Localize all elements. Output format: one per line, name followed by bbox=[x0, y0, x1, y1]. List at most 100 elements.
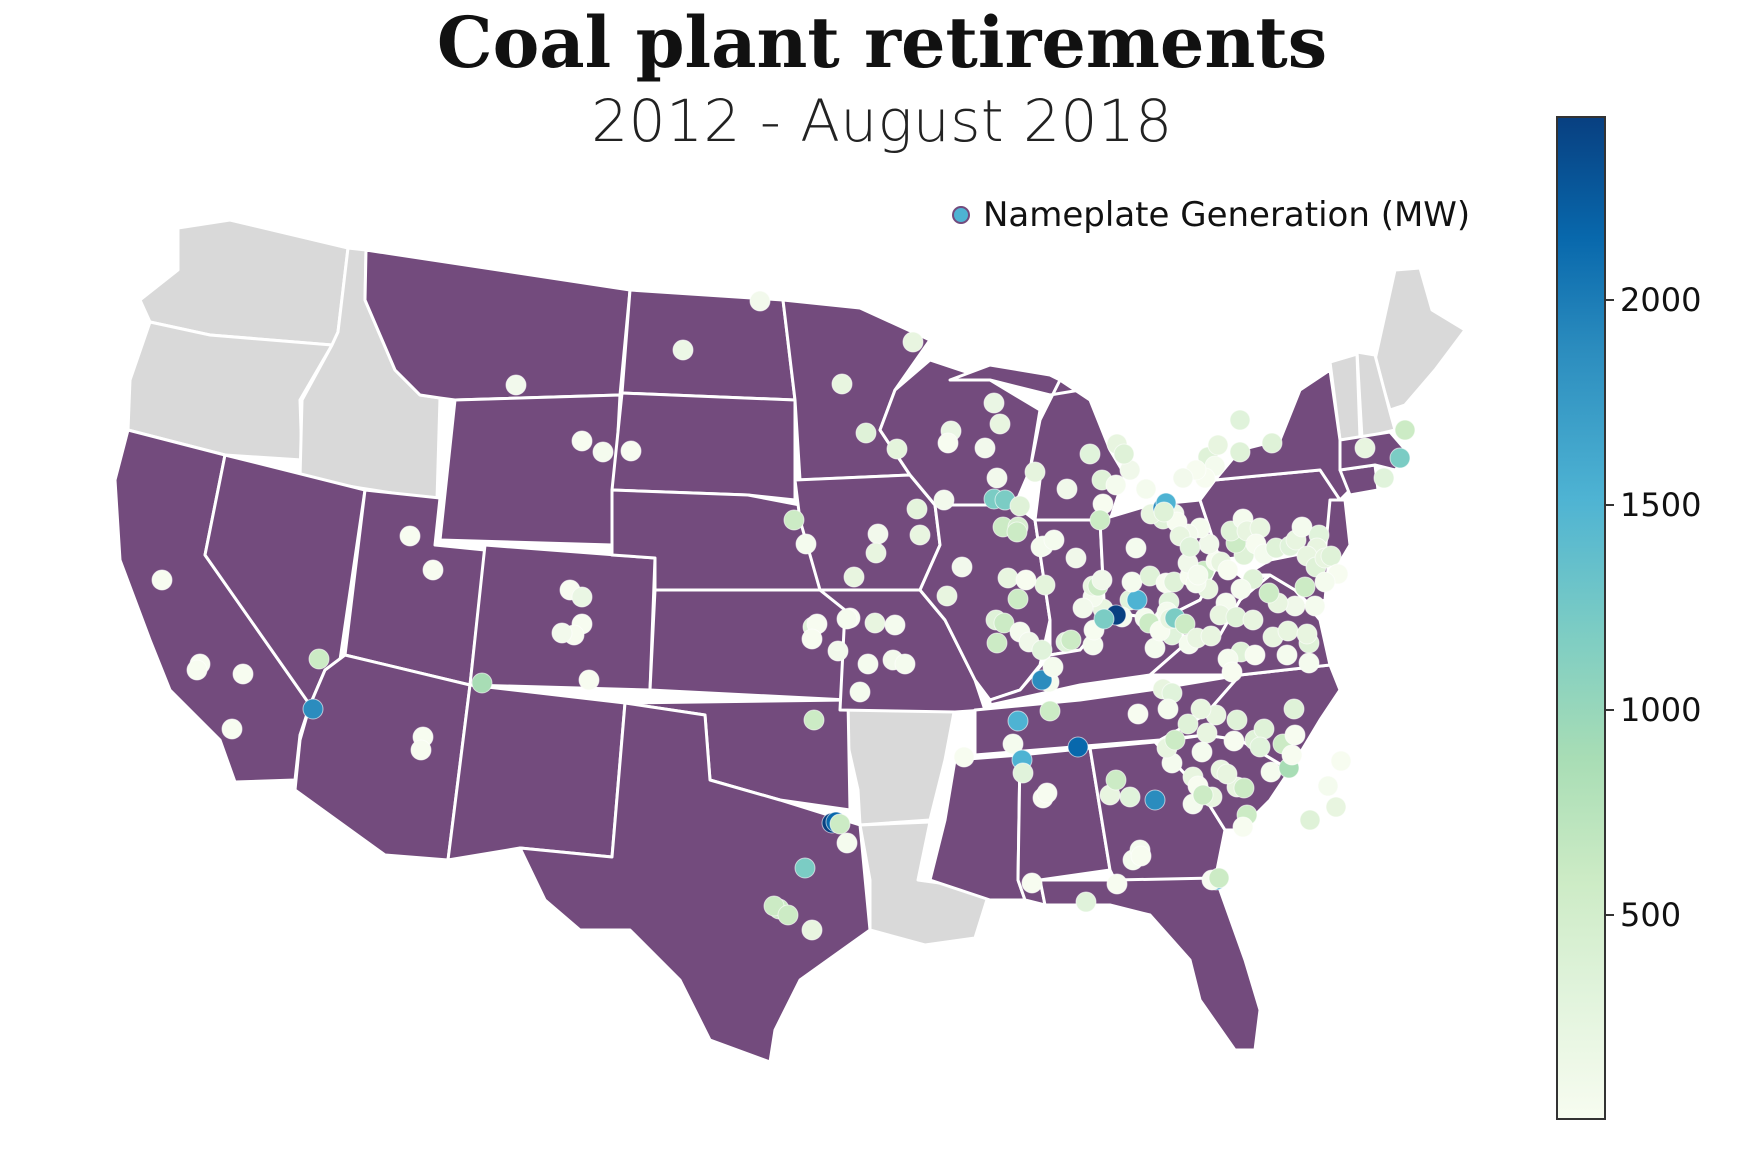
state-south-dakota bbox=[610, 391, 797, 502]
plant-marker bbox=[1230, 578, 1252, 600]
plant-marker bbox=[1177, 713, 1199, 735]
plant-marker bbox=[997, 567, 1019, 589]
plant-marker bbox=[1174, 613, 1196, 635]
state-montana bbox=[363, 248, 632, 402]
plant-marker bbox=[849, 681, 871, 703]
plant-marker bbox=[794, 857, 816, 879]
plant-marker bbox=[1144, 789, 1166, 811]
colorbar-tick bbox=[1606, 914, 1614, 917]
plant-marker bbox=[864, 612, 886, 634]
plant-marker bbox=[1015, 569, 1037, 591]
state-florida bbox=[1038, 876, 1262, 1052]
plant-marker bbox=[578, 669, 600, 691]
plant-marker bbox=[302, 698, 324, 720]
plant-marker bbox=[1113, 443, 1135, 465]
plant-marker bbox=[1283, 698, 1305, 720]
plant-marker bbox=[1317, 775, 1339, 797]
colorbar bbox=[1556, 116, 1606, 1120]
state-arizona bbox=[293, 653, 472, 862]
plant-marker bbox=[1226, 709, 1248, 731]
plant-marker bbox=[829, 813, 851, 835]
colorbar-tick-label: 1500 bbox=[1620, 486, 1702, 525]
plant-marker bbox=[1242, 609, 1264, 631]
plant-marker bbox=[471, 672, 493, 694]
plant-marker bbox=[1229, 409, 1251, 431]
plant-marker bbox=[1042, 656, 1064, 678]
plant-marker bbox=[1089, 509, 1111, 531]
plant-marker bbox=[1067, 736, 1089, 758]
plant-marker bbox=[1093, 608, 1115, 630]
plant-marker bbox=[867, 523, 889, 545]
plant-marker bbox=[1191, 741, 1213, 763]
colorbar-tick-label: 500 bbox=[1620, 896, 1682, 935]
plant-marker bbox=[783, 509, 805, 531]
plant-marker bbox=[221, 718, 243, 740]
plant-marker bbox=[1233, 777, 1255, 799]
plant-marker bbox=[620, 440, 642, 462]
plant-marker bbox=[1009, 495, 1031, 517]
plant-marker bbox=[1284, 724, 1306, 746]
plant-marker bbox=[1258, 582, 1280, 604]
state-maine bbox=[1373, 266, 1467, 412]
plant-marker bbox=[1031, 639, 1053, 661]
plant-marker bbox=[1330, 750, 1352, 772]
plant-marker bbox=[1207, 434, 1229, 456]
plant-marker bbox=[1079, 443, 1101, 465]
plant-marker bbox=[1190, 698, 1212, 720]
state-arkansas bbox=[838, 705, 957, 827]
plant-marker bbox=[1021, 872, 1043, 894]
plant-marker bbox=[1276, 644, 1298, 666]
plant-marker bbox=[1043, 529, 1065, 551]
plant-marker bbox=[1125, 537, 1147, 559]
colorbar-tick-label: 1000 bbox=[1620, 691, 1702, 730]
plant-marker bbox=[831, 373, 853, 395]
plant-marker bbox=[1153, 501, 1175, 523]
plant-marker bbox=[1229, 441, 1251, 463]
plant-marker bbox=[983, 392, 1005, 414]
plant-marker bbox=[1261, 432, 1283, 454]
plant-marker bbox=[843, 566, 865, 588]
plant-marker bbox=[909, 524, 931, 546]
plant-marker bbox=[1119, 786, 1141, 808]
plant-marker bbox=[1232, 816, 1254, 838]
plant-marker bbox=[1024, 461, 1046, 483]
plant-points bbox=[151, 290, 1416, 941]
legend: Nameplate Generation (MW) bbox=[952, 195, 1470, 235]
plant-marker bbox=[1187, 564, 1209, 586]
plant-marker bbox=[1192, 784, 1214, 806]
plant-marker bbox=[855, 422, 877, 444]
plant-marker bbox=[592, 441, 614, 463]
colorbar-tick bbox=[1606, 299, 1614, 302]
plant-marker bbox=[894, 653, 916, 675]
state-new-york bbox=[1213, 368, 1352, 502]
plant-marker bbox=[1296, 623, 1318, 645]
plant-marker bbox=[410, 739, 432, 761]
plant-marker bbox=[1179, 536, 1201, 558]
plant-marker bbox=[1060, 629, 1082, 651]
plant-marker bbox=[1172, 467, 1194, 489]
plant-marker bbox=[1200, 625, 1222, 647]
state-wyoming bbox=[438, 393, 622, 547]
plant-marker bbox=[1294, 576, 1316, 598]
plant-marker bbox=[1249, 736, 1271, 758]
plant-marker bbox=[795, 533, 817, 555]
state-mississippi bbox=[928, 753, 1027, 902]
plant-marker bbox=[857, 653, 879, 675]
state-shapes bbox=[113, 218, 1467, 1064]
plant-marker bbox=[1244, 644, 1266, 666]
plant-marker bbox=[1216, 763, 1238, 785]
plant-marker bbox=[505, 374, 527, 396]
plant-marker bbox=[1065, 547, 1087, 569]
plant-marker bbox=[937, 432, 959, 454]
plant-marker bbox=[1007, 588, 1029, 610]
plant-marker bbox=[422, 559, 444, 581]
plant-marker bbox=[827, 640, 849, 662]
plant-marker bbox=[1281, 744, 1303, 766]
chart-subtitle: 2012 - August 2018 bbox=[591, 87, 1173, 155]
us-map bbox=[113, 218, 1467, 1064]
legend-label: Nameplate Generation (MW) bbox=[983, 195, 1471, 235]
plant-marker bbox=[672, 339, 694, 361]
plant-marker bbox=[1157, 698, 1179, 720]
plant-marker bbox=[865, 542, 887, 564]
plant-marker bbox=[1006, 521, 1028, 543]
